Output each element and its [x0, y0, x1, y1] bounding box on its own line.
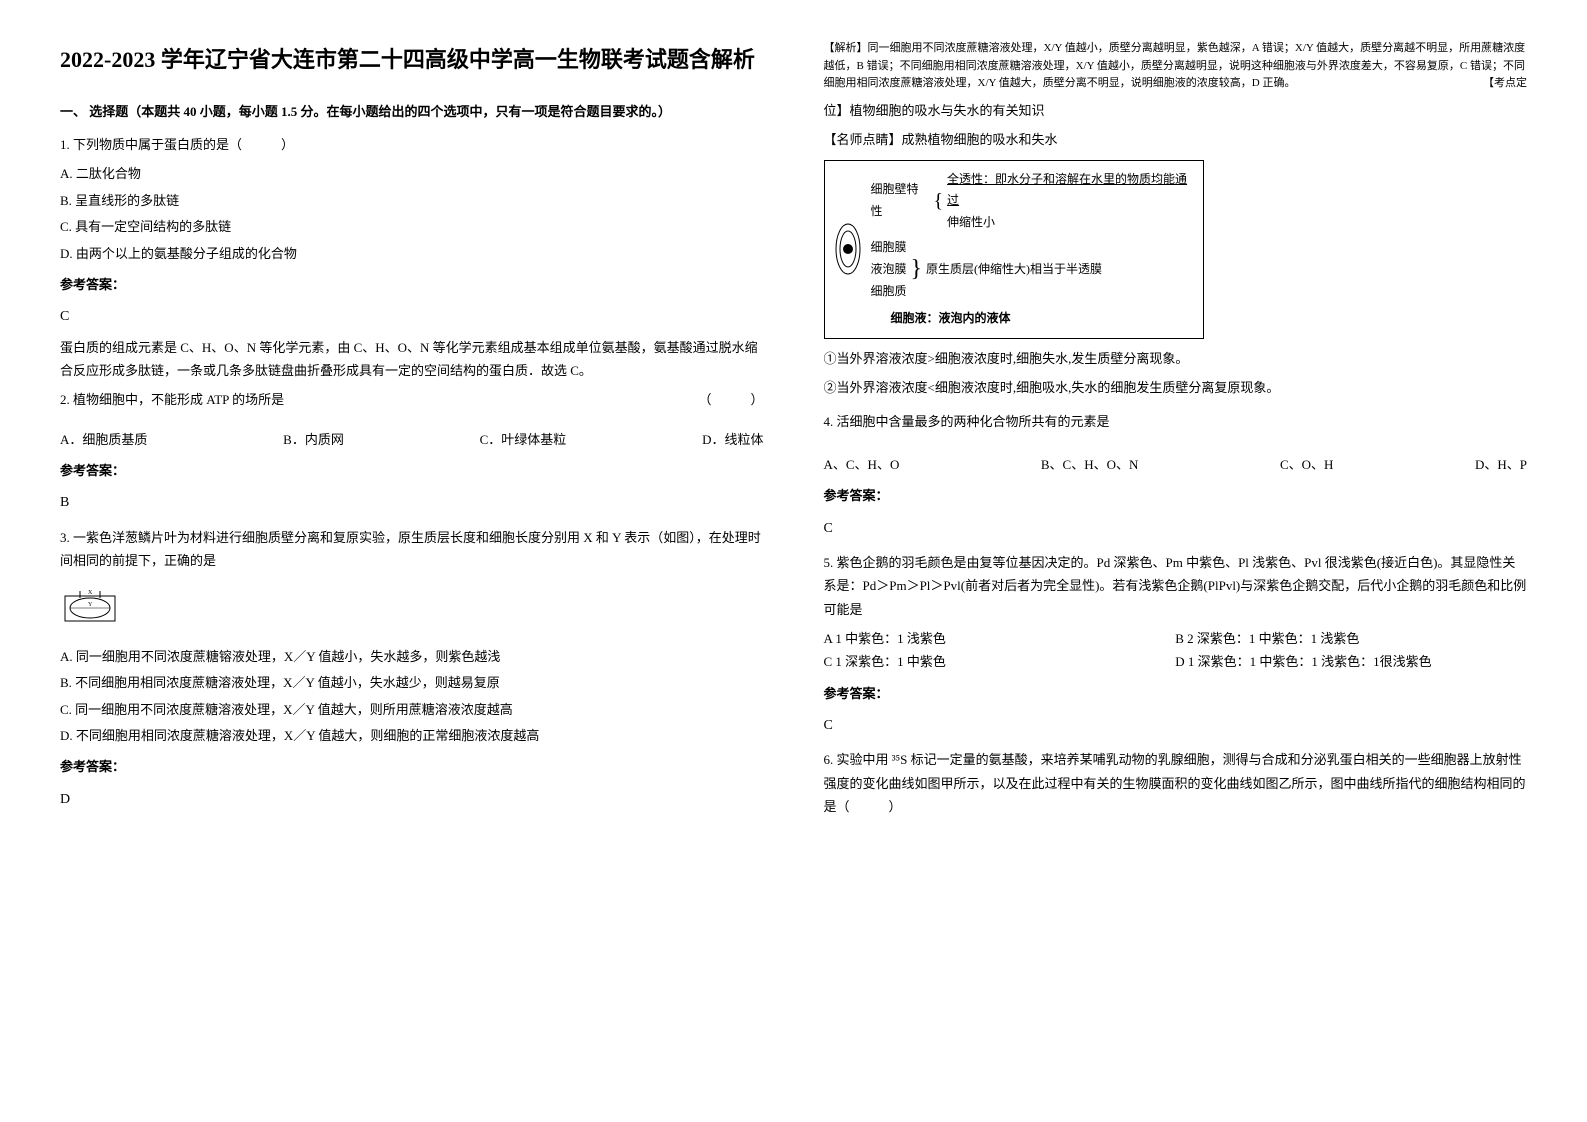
q1-option-b: B. 呈直线形的多肽链 — [60, 189, 764, 212]
left-column: 2022-2023 学年辽宁省大连市第二十四高级中学高一生物联考试题含解析 一、… — [60, 40, 764, 825]
section-header: 一、 选择题（本题共 40 小题，每小题 1.5 分。在每小题给出的四个选项中，… — [60, 100, 764, 123]
q3-option-c: C. 同一细胞用不同浓度蔗糖溶液处理，X／Y 值越大，则所用蔗糖溶液浓度越高 — [60, 698, 764, 721]
permeability-label: 全透性：即水分子和溶解在水里的物质均能通过 — [947, 169, 1194, 212]
q5-option-a: A 1 中紫色：1 浅紫色 — [824, 627, 1176, 650]
cell-icon — [833, 219, 863, 279]
cell-wall-label: 细胞壁特性 — [871, 179, 930, 222]
q3-option-d: D. 不同细胞用相同浓度蔗糖溶液处理，X／Y 值越大，则细胞的正常细胞液浓度越高 — [60, 724, 764, 747]
q5-options: A 1 中紫色：1 浅紫色 B 2 深紫色：1 中紫色：1 浅紫色 C 1 深紫… — [824, 627, 1528, 674]
vacuole-membrane-label: 液泡膜 — [871, 259, 907, 281]
q2-answer: B — [60, 490, 764, 515]
question-4: 4. 活细胞中含量最多的两种化合物所共有的元素是 — [824, 410, 1528, 433]
q2-answer-label: 参考答案： — [60, 459, 764, 482]
question-2-paren: （ ） — [698, 388, 763, 411]
question-1: 1. 下列物质中属于蛋白质的是（ ） — [60, 133, 764, 156]
cytoplasm-label: 细胞质 — [871, 281, 907, 303]
q4-options: A、C、H、O B、C、H、O、N C、O、H D、H、P — [824, 453, 1528, 476]
q3-answer-label: 参考答案： — [60, 755, 764, 778]
question-3: 3. 一紫色洋葱鳞片叶为材料进行细胞质壁分离和复原实验，原生质层长度和细胞长度分… — [60, 526, 764, 573]
q2-options: A．细胞质基质 B．内质网 C．叶绿体基粒 D．线粒体 — [60, 428, 764, 451]
svg-text:X: X — [88, 590, 93, 596]
analysis-text: 【解析】同一细胞用不同浓度蔗糖溶液处理，X/Y 值越小，质壁分离越明显，紫色越深… — [824, 40, 1528, 93]
q2-option-c: C．叶绿体基粒 — [480, 428, 567, 451]
cell-fluid-label: 细胞液：液泡内的液体 — [891, 308, 1195, 330]
q4-option-b: B、C、H、O、N — [1041, 453, 1139, 476]
mingshi-label: 【名师点睛】成熟植物细胞的吸水和失水 — [824, 128, 1528, 151]
q4-option-a: A、C、H、O — [824, 453, 900, 476]
membrane-label: 细胞膜 — [871, 237, 907, 259]
cell-structure-diagram: 细胞壁特性 { 全透性：即水分子和溶解在水里的物质均能通过 伸缩性小 细胞膜 液… — [824, 160, 1204, 339]
question-2-row: 2. 植物细胞中，不能形成 ATP 的场所是 （ ） — [60, 388, 764, 411]
q4-answer: C — [824, 516, 1528, 541]
q1-option-d: D. 由两个以上的氨基酸分子组成的化合物 — [60, 242, 764, 265]
q5-option-b: B 2 深紫色：1 中紫色：1 浅紫色 — [1175, 627, 1527, 650]
q1-answer-label: 参考答案： — [60, 273, 764, 296]
q4-option-d: D、H、P — [1475, 453, 1527, 476]
conclusion-2: ②当外界溶液浓度<细胞液浓度时,细胞吸水,失水的细胞发生质壁分离复原现象。 — [824, 376, 1528, 399]
q1-option-a: A. 二肽化合物 — [60, 162, 764, 185]
q2-option-b: B．内质网 — [283, 428, 344, 451]
elasticity-label: 伸缩性小 — [947, 212, 1194, 234]
cell-diagram-icon: X Y — [60, 586, 120, 626]
q4-option-c: C、O、H — [1280, 453, 1333, 476]
q1-explanation: 蛋白质的组成元素是 C、H、O、N 等化学元素，由 C、H、O、N 等化学元素组… — [60, 336, 764, 383]
q5-answer: C — [824, 713, 1528, 738]
q5-option-d: D 1 深紫色：1 中紫色：1 浅紫色：1很浅紫色 — [1175, 650, 1527, 673]
q5-answer-label: 参考答案： — [824, 682, 1528, 705]
q2-option-d: D．线粒体 — [702, 428, 763, 451]
q3-option-a: A. 同一细胞用不同浓度蔗糖镕液处理，X／Y 值越小，失水越多，则紫色越浅 — [60, 645, 764, 668]
kaodian-tail: 【考点定 — [1483, 75, 1527, 93]
q1-answer: C — [60, 304, 764, 329]
question-2: 2. 植物细胞中，不能形成 ATP 的场所是 — [60, 388, 284, 411]
q2-option-a: A．细胞质基质 — [60, 428, 147, 451]
kaodian-continuation: 位】植物细胞的吸水与失水的有关知识 — [824, 99, 1528, 122]
exam-title: 2022-2023 学年辽宁省大连市第二十四高级中学高一生物联考试题含解析 — [60, 40, 764, 80]
question-6: 6. 实验中用 ³⁵S 标记一定量的氨基酸，来培养某哺乳动物的乳腺细胞，测得与合… — [824, 748, 1528, 818]
right-column: 【解析】同一细胞用不同浓度蔗糖溶液处理，X/Y 值越小，质壁分离越明显，紫色越深… — [824, 40, 1528, 825]
q4-answer-label: 参考答案： — [824, 484, 1528, 507]
q3-answer: D — [60, 787, 764, 812]
conclusion-1: ①当外界溶液浓度>细胞液浓度时,细胞失水,发生质壁分离现象。 — [824, 347, 1528, 370]
q3-option-b: B. 不同细胞用相同浓度蔗糖溶液处理，X／Y 值越小，失水越少，则越易复原 — [60, 671, 764, 694]
protoplast-label: 原生质层(伸缩性大)相当于半透膜 — [926, 259, 1102, 281]
svg-text:Y: Y — [88, 602, 93, 608]
question-5: 5. 紫色企鹅的羽毛颜色是由复等位基因决定的。Pd 深紫色、Pm 中紫色、Pl … — [824, 551, 1528, 621]
q5-option-c: C 1 深紫色：1 中紫色 — [824, 650, 1176, 673]
q1-option-c: C. 具有一定空间结构的多肽链 — [60, 215, 764, 238]
